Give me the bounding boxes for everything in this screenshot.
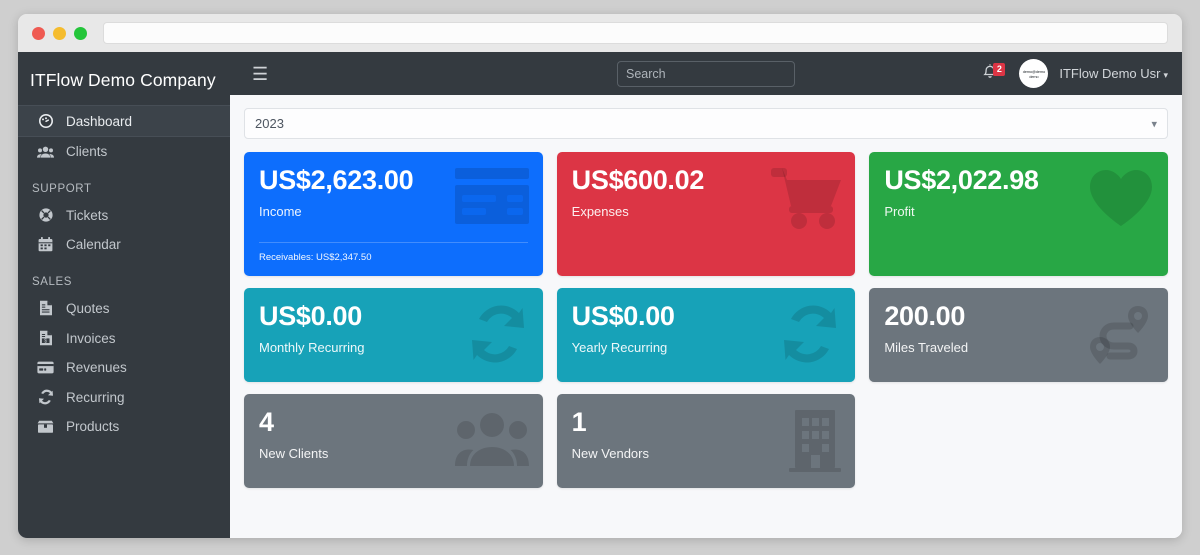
- main-content: 2023 ▾ US$2,623.00 Income: [230, 95, 1182, 538]
- content-column: ☰: [230, 52, 1182, 538]
- notifications-button[interactable]: 2: [983, 62, 1008, 84]
- sidebar-item-calendar[interactable]: Calendar: [18, 230, 230, 259]
- user-menu-label: ITFlow Demo Usr: [1059, 66, 1161, 81]
- stat-card-yearly-recurring[interactable]: US$0.00 Yearly Recurring: [556, 288, 856, 382]
- close-window-button[interactable]: [32, 26, 45, 40]
- sidebar-item-label: Recurring: [66, 389, 125, 405]
- stat-card-value: US$0.00: [571, 301, 675, 331]
- year-filter-select[interactable]: 2023: [244, 108, 1168, 139]
- year-filter-wrap: 2023 ▾: [244, 108, 1168, 139]
- calendar-icon: [36, 237, 55, 252]
- browser-window: ITFlow Demo Company Dashboard: [18, 14, 1182, 538]
- sync-icon: [36, 389, 55, 405]
- user-menu[interactable]: ITFlow Demo Usr ▾: [1059, 66, 1168, 81]
- stat-card-miles-traveled[interactable]: 200.00 Miles Traveled: [869, 288, 1168, 382]
- traffic-lights: [32, 26, 87, 40]
- sidebar-item-quotes[interactable]: Quotes: [18, 293, 230, 323]
- sidebar-section-support-heading: SUPPORT: [32, 183, 92, 195]
- stat-card-label: Monthly Recurring: [259, 340, 365, 356]
- hamburger-icon[interactable]: ☰: [252, 63, 269, 84]
- sync-icon: [779, 304, 841, 364]
- browser-titlebar: [18, 14, 1182, 52]
- sidebar-item-label: Invoices: [66, 330, 116, 346]
- invoice-card-icon: [454, 168, 529, 224]
- stat-card-label: Income: [259, 204, 302, 220]
- stat-card-value: US$600.02: [571, 165, 705, 195]
- file-invoice-dollar-icon: $: [36, 330, 55, 346]
- stat-card-label: Miles Traveled: [884, 340, 969, 356]
- sidebar-item-label: Dashboard: [66, 113, 133, 129]
- maximize-window-button[interactable]: [74, 26, 87, 40]
- sidebar-section-sales-heading: SALES: [32, 276, 73, 288]
- stat-card-value: US$0.00: [259, 301, 362, 331]
- stat-card-footer: Receivables: US$2,347.50: [259, 242, 528, 263]
- app-shell: ITFlow Demo Company Dashboard: [18, 52, 1182, 538]
- url-bar[interactable]: [103, 22, 1168, 44]
- sync-icon: [467, 304, 529, 364]
- stat-card-label: Expenses: [571, 204, 629, 220]
- building-icon: [789, 410, 842, 472]
- sidebar-item-recurring[interactable]: Recurring: [18, 382, 230, 412]
- sidebar-item-revenues[interactable]: Revenues: [18, 353, 230, 382]
- stat-card-expenses[interactable]: US$600.02 Expenses: [556, 152, 856, 276]
- avatar[interactable]: demo@demo demo: [1019, 59, 1049, 88]
- sidebar-brand[interactable]: ITFlow Demo Company: [30, 70, 216, 90]
- route-icon: [1086, 304, 1154, 366]
- users-icon: [36, 145, 55, 159]
- sidebar-item-clients[interactable]: Clients: [18, 137, 230, 166]
- sidebar-item-products[interactable]: Products: [18, 412, 230, 441]
- stat-card-value: 1: [571, 407, 587, 437]
- box-icon: [36, 420, 55, 434]
- sidebar-item-dashboard[interactable]: Dashboard: [18, 105, 230, 137]
- topbar-right: 2 demo@demo demo ITFlow Demo Usr ▾: [983, 59, 1168, 88]
- gauge-icon: [36, 113, 55, 129]
- topbar: ☰: [230, 52, 1182, 95]
- sidebar-item-label: Products: [66, 419, 120, 434]
- stat-card-value: US$2,623.00: [259, 165, 414, 195]
- sidebar: ITFlow Demo Company Dashboard: [18, 52, 230, 538]
- sidebar-item-tickets[interactable]: Tickets: [18, 200, 230, 230]
- avatar-line-1: demo@demo: [1022, 68, 1045, 74]
- file-quote-icon: [36, 300, 55, 316]
- stat-card-value: 200.00: [884, 301, 966, 331]
- stat-card-label: New Clients: [259, 446, 329, 462]
- search-input[interactable]: [618, 61, 794, 86]
- sidebar-item-label: Quotes: [66, 300, 110, 316]
- lifebuoy-icon: [36, 207, 55, 223]
- chevron-down-icon: ▾: [1163, 70, 1168, 80]
- stat-card-monthly-recurring[interactable]: US$0.00 Monthly Recurring: [244, 288, 543, 382]
- search-box: [617, 60, 795, 87]
- stat-card-value: US$2,022.98: [884, 165, 1039, 195]
- notification-badge: 2: [993, 62, 1006, 76]
- stat-card-value: 4: [259, 407, 274, 437]
- sidebar-item-label: Calendar: [66, 237, 121, 252]
- sidebar-item-label: Tickets: [66, 207, 109, 223]
- heart-icon: [1088, 168, 1154, 228]
- sidebar-item-label: Clients: [66, 144, 108, 159]
- stat-card-label: New Vendors: [571, 446, 649, 462]
- credit-card-icon: [36, 361, 55, 374]
- avatar-line-2: demo: [1029, 73, 1039, 79]
- stat-card-new-clients[interactable]: 4 New Clients: [244, 394, 543, 488]
- stat-card-new-vendors[interactable]: 1 New Vendors: [556, 394, 856, 488]
- svg-text:$: $: [44, 338, 47, 344]
- sidebar-item-label: Revenues: [66, 360, 127, 375]
- users-icon: [454, 410, 529, 468]
- stat-card-income[interactable]: US$2,623.00 Income: [244, 152, 543, 276]
- stat-card-label: Yearly Recurring: [571, 340, 668, 356]
- shopping-cart-icon: [771, 168, 842, 230]
- minimize-window-button[interactable]: [53, 26, 66, 40]
- stat-card-profit[interactable]: US$2,022.98 Profit: [869, 152, 1168, 276]
- stat-card-label: Profit: [884, 204, 915, 220]
- stat-cards-grid: US$2,623.00 Income: [244, 152, 1168, 488]
- sidebar-item-invoices[interactable]: $ Invoices: [18, 323, 230, 353]
